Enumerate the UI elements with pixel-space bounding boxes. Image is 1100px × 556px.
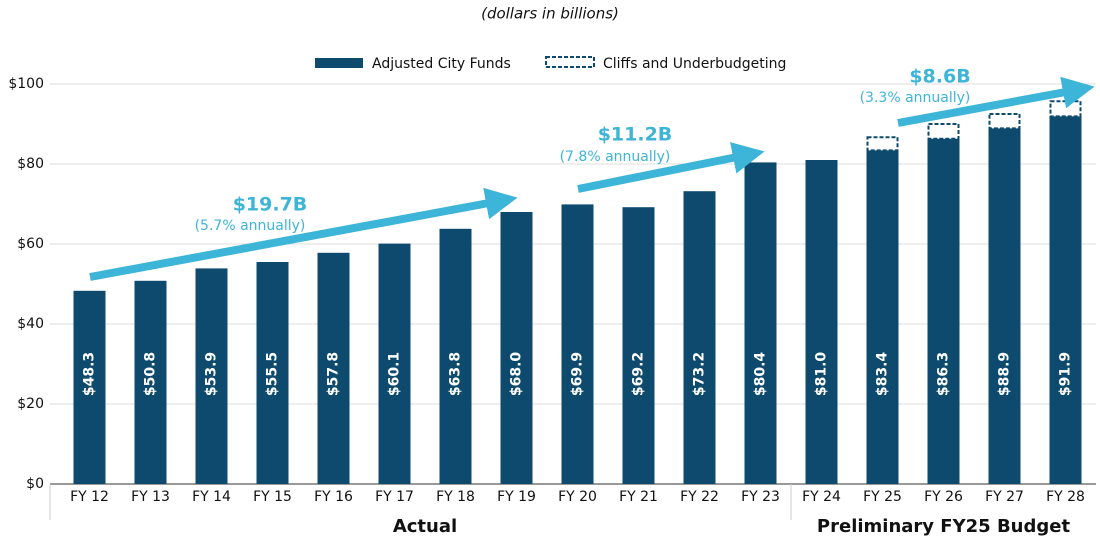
annotation-title: $11.2B <box>598 124 673 146</box>
bar <box>439 228 472 484</box>
x-tick-label: FY 20 <box>558 489 597 505</box>
x-tick-label: FY 22 <box>680 489 719 505</box>
value-label: $57.8 <box>326 352 342 396</box>
bar <box>927 138 960 485</box>
x-tick-label: FY 13 <box>131 489 170 505</box>
legend-swatch <box>315 58 363 68</box>
value-label: $73.2 <box>692 352 708 396</box>
x-tick-label: FY 16 <box>314 489 353 505</box>
legend-label: Cliffs and Underbudgeting <box>603 56 786 72</box>
legend-label: Adjusted City Funds <box>372 56 511 72</box>
legend-swatch <box>545 56 595 68</box>
y-tick-label: $0 <box>26 476 44 492</box>
cliff-bar <box>866 136 899 152</box>
value-label: $88.9 <box>997 352 1013 396</box>
value-label: $83.4 <box>875 352 891 397</box>
x-tick-label: FY 12 <box>70 489 109 505</box>
annotation-subtext: (7.8% annually) <box>560 149 671 165</box>
y-tick-label: $80 <box>17 156 44 172</box>
x-tick-label: FY 28 <box>1046 489 1085 505</box>
x-tick-label: FY 17 <box>375 489 414 505</box>
x-tick-label: FY 26 <box>924 489 963 505</box>
value-label: $91.9 <box>1058 352 1074 396</box>
value-label: $69.2 <box>631 352 647 396</box>
x-tick-label: FY 19 <box>497 489 536 505</box>
bar <box>134 280 167 484</box>
bar <box>73 290 106 484</box>
cliff-bar <box>1049 100 1082 118</box>
value-label: $60.1 <box>387 352 403 396</box>
bar <box>500 212 533 484</box>
group-label: Actual <box>393 516 457 537</box>
bar <box>622 207 655 484</box>
value-label: $86.3 <box>936 352 952 396</box>
cliff-bar <box>927 123 960 140</box>
value-label: $55.5 <box>265 352 281 396</box>
x-tick-label: FY 21 <box>619 489 658 505</box>
x-tick-label: FY 15 <box>253 489 292 505</box>
annotation-subtext: (3.3% annually) <box>860 90 971 106</box>
bar <box>195 268 228 484</box>
cliff-bar <box>988 113 1021 130</box>
y-tick-label: $40 <box>17 316 44 332</box>
bar <box>805 160 838 484</box>
y-tick-label: $60 <box>17 236 44 252</box>
annotation-subtext: (5.7% annually) <box>195 218 306 234</box>
bar <box>744 162 777 484</box>
trend-arrow <box>897 76 1095 127</box>
y-tick-label: $100 <box>8 76 44 92</box>
value-label: $68.0 <box>509 352 525 397</box>
x-tick-label: FY 25 <box>863 489 902 505</box>
x-tick-label: FY 23 <box>741 489 780 505</box>
bar <box>683 191 716 484</box>
bar <box>1049 116 1082 485</box>
bar <box>988 128 1021 484</box>
trend-arrow <box>577 142 765 193</box>
value-label: $50.8 <box>143 352 159 396</box>
annotation-title: $19.7B <box>233 194 308 216</box>
bar <box>866 150 899 484</box>
x-tick-label: FY 18 <box>436 489 475 505</box>
value-label: $48.3 <box>82 352 98 396</box>
x-tick-label: FY 14 <box>192 489 231 505</box>
trend-arrow <box>89 187 518 281</box>
y-tick-label: $20 <box>17 396 44 412</box>
x-tick-label: FY 24 <box>802 489 841 505</box>
bar <box>256 262 289 484</box>
value-label: $81.0 <box>814 352 830 397</box>
value-label: $80.4 <box>753 352 769 397</box>
group-label: Preliminary FY25 Budget <box>817 516 1071 537</box>
annotation-title: $8.6B <box>909 66 970 88</box>
value-label: $53.9 <box>204 352 220 396</box>
x-tick-label: FY 27 <box>985 489 1024 505</box>
bar <box>561 204 594 484</box>
bar <box>378 243 411 484</box>
subtitle: (dollars in billions) <box>481 5 619 23</box>
value-label: $69.9 <box>570 352 586 396</box>
bar <box>317 252 350 484</box>
value-label: $63.8 <box>448 352 464 396</box>
